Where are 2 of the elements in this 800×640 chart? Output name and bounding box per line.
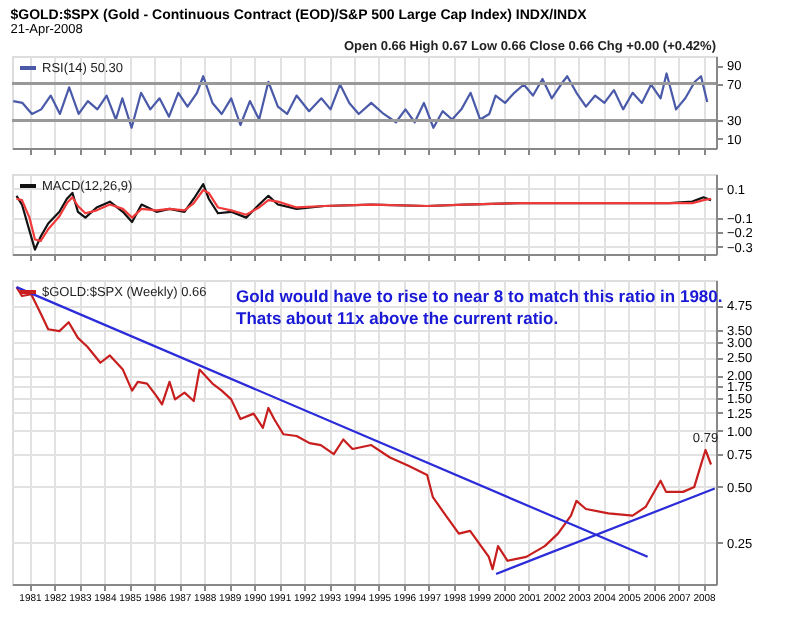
annotation: Gold would have to rise to near 8 to match this ratio in 1980. Thats about 11x above the current ratio. [236,286,723,328]
line-series [12,72,709,129]
